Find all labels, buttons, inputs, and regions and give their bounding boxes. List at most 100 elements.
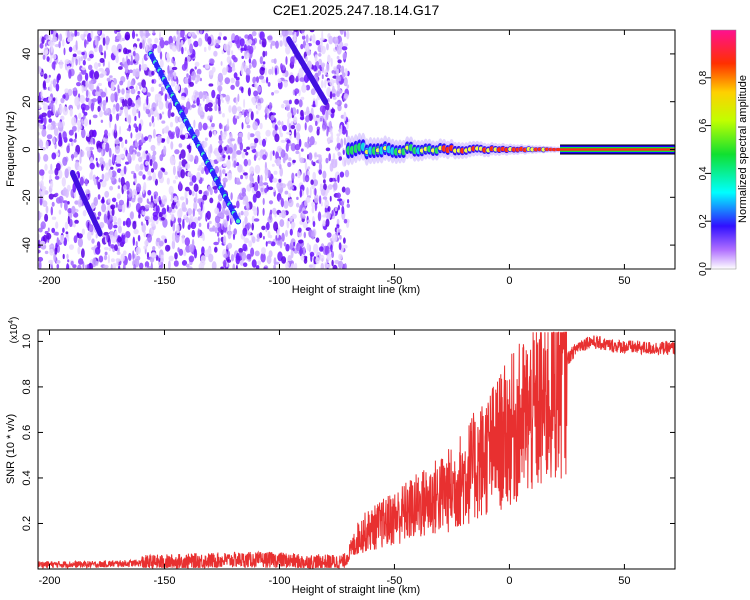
noise-speck (174, 252, 178, 260)
noise-speck (98, 73, 104, 78)
noise-speck (280, 183, 286, 189)
noise-speck (251, 259, 257, 268)
noise-speck (59, 59, 64, 69)
noise-speck (78, 258, 84, 265)
noise-speck (79, 176, 84, 186)
noise-speck (52, 136, 56, 145)
noise-speck (194, 66, 197, 70)
noise-speck (236, 200, 240, 209)
noise-speck (285, 142, 289, 152)
noise-speck (70, 33, 76, 37)
colorbar-tick-label: 0.6 (698, 118, 709, 132)
noise-speck (310, 179, 314, 185)
noise-speck (280, 63, 283, 71)
noise-speck (196, 171, 201, 181)
noise-speck (319, 254, 325, 262)
noise-speck (59, 136, 63, 145)
noise-speck (200, 260, 206, 266)
noise-speck (246, 117, 250, 123)
noise-speck (269, 209, 273, 215)
noise-speck (186, 73, 189, 78)
noise-speck (319, 246, 324, 252)
noise-speck (105, 35, 110, 46)
noise-speck (198, 222, 202, 228)
noise-speck (246, 222, 251, 230)
noise-speck (56, 260, 61, 264)
noise-speck (309, 30, 315, 33)
noise-speck (38, 239, 41, 244)
noise-speck (62, 227, 65, 233)
figure-title: C2E1.2025.247.18.14.G17 (273, 2, 440, 18)
noise-speck (211, 261, 217, 269)
noise-speck (38, 152, 41, 162)
noise-speck (274, 90, 280, 94)
noise-speck (208, 107, 213, 112)
noise-speck (210, 115, 213, 121)
noise-speck (150, 168, 155, 173)
noise-speck (327, 206, 331, 212)
noise-speck (312, 100, 316, 108)
noise-speck (275, 157, 281, 167)
noise-speck (129, 145, 134, 155)
noise-speck (340, 200, 345, 207)
noise-speck (330, 244, 333, 253)
noise-speck (175, 175, 179, 180)
noise-speck (103, 264, 109, 269)
noise-speck (43, 103, 49, 111)
noise-speck (306, 42, 309, 52)
noise-speck (114, 145, 121, 154)
noise-speck (281, 232, 285, 242)
noise-speck (246, 146, 251, 150)
noise-speck (256, 265, 260, 269)
noise-speck (275, 67, 277, 76)
noise-speck (276, 229, 280, 239)
noise-speck (316, 129, 320, 136)
noise-speck (78, 112, 82, 120)
noise-speck (146, 155, 150, 162)
noise-speck (121, 234, 124, 244)
noise-speck (130, 102, 136, 107)
noise-speck (164, 238, 167, 244)
noise-speck (268, 186, 274, 191)
noise-speck (69, 60, 73, 64)
noise-speck (120, 106, 124, 110)
noise-speck (246, 253, 252, 260)
noise-speck (76, 97, 80, 106)
noise-speck (144, 240, 149, 246)
noise-speck (320, 188, 326, 196)
noise-speck (152, 172, 157, 182)
noise-speck (280, 209, 287, 219)
noise-speck (54, 175, 60, 180)
noise-speck (64, 88, 69, 94)
noise-speck (166, 136, 170, 144)
noise-speck (88, 224, 94, 233)
noise-speck (98, 110, 103, 118)
noise-speck (110, 244, 115, 249)
noise-speck (264, 112, 268, 121)
noise-speck (214, 149, 217, 155)
noise-speck (121, 202, 126, 213)
noise-speck (281, 256, 287, 264)
noise-speck (318, 53, 322, 57)
noise-speck (337, 174, 340, 183)
noise-speck (194, 91, 200, 96)
noise-speck (271, 66, 274, 75)
noise-speck (184, 186, 190, 192)
noise-speck (231, 54, 236, 60)
noise-speck (45, 232, 52, 240)
noise-speck (64, 59, 70, 65)
noise-speck (208, 130, 213, 138)
noise-speck (49, 83, 53, 92)
noise-speck (217, 72, 224, 83)
noise-speck (181, 260, 188, 266)
noise-speck (40, 180, 44, 190)
noise-speck (55, 231, 59, 236)
noise-speck (338, 156, 342, 161)
noise-speck (68, 129, 74, 136)
noise-speck (324, 200, 330, 209)
noise-speck (171, 58, 174, 63)
noise-speck (208, 70, 214, 76)
noise-speck (269, 151, 273, 161)
noise-speck (185, 263, 190, 268)
noise-speck (64, 168, 69, 179)
